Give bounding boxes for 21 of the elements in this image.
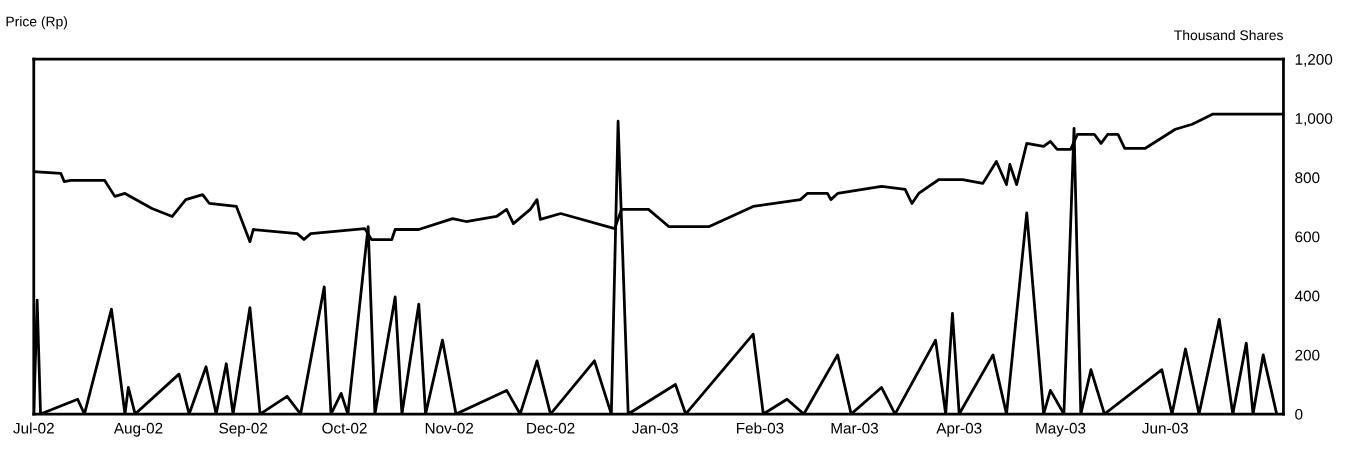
y-axis-title: Price (Rp)	[6, 16, 68, 30]
x-tick-label: Dec-02	[527, 422, 575, 434]
x-tick-label: Jul-02	[13, 422, 54, 434]
x-tick-label: Apr-03	[936, 422, 982, 437]
x-tick-label: May-03	[1036, 422, 1086, 437]
y-tick-label: 200	[1295, 349, 1320, 361]
x-tick-label: Jun-03	[1142, 422, 1188, 434]
x-tick-label: Feb-03	[736, 422, 784, 434]
y-tick-label: 600	[1295, 231, 1320, 243]
x-tick-label: Sep-02	[219, 422, 268, 437]
x-tick-label: Nov-02	[425, 422, 474, 434]
x-tick-label: Jan-03	[632, 422, 678, 434]
y-tick-label: 1,000	[1295, 113, 1333, 126]
x-tick-label: Oct-02	[322, 422, 367, 434]
y-tick-label: 1,200	[1295, 54, 1333, 67]
y2-axis-title: Thousand Shares	[1174, 29, 1283, 41]
y-tick-label: 400	[1294, 290, 1320, 302]
y-tick-label: 0	[1295, 408, 1303, 420]
x-tick-label: Mar-03	[831, 422, 879, 434]
y-tick-label: 800	[1295, 172, 1320, 184]
x-tick-label: Aug-02	[113, 422, 163, 437]
